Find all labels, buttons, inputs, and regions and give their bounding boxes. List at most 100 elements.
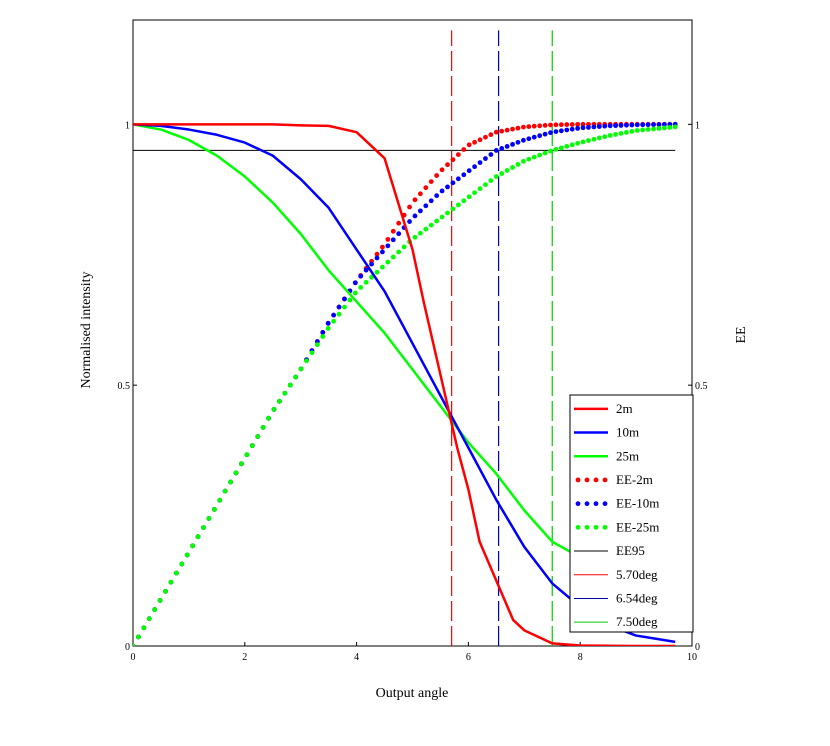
series-ee-25m-point xyxy=(244,452,250,458)
series-ee-25m-point xyxy=(228,479,234,485)
x-tick-label: 10 xyxy=(687,652,697,663)
legend-swatch-ee-10m xyxy=(584,501,590,507)
series-ee-10m-point xyxy=(564,127,570,133)
series-ee-25m-point xyxy=(320,334,326,339)
series-2m xyxy=(133,123,676,646)
legend-swatch-ee-2m xyxy=(584,477,590,483)
series-ee-25m-point xyxy=(146,616,152,622)
series-ee-25m-point xyxy=(483,182,488,188)
series-ee-25m-point xyxy=(656,126,662,131)
series-ee-25m-point xyxy=(141,625,147,631)
series-ee-2m-point xyxy=(580,121,586,127)
x-tick-label: 2 xyxy=(242,652,247,663)
series-ee-25m-point xyxy=(412,234,418,240)
series-ee-2m-point xyxy=(548,122,553,128)
series-ee-25m-point xyxy=(287,382,293,388)
series-ee-10m-point xyxy=(369,261,374,267)
series-ee-10m-point xyxy=(618,123,624,128)
series-ee-25m-point xyxy=(526,156,532,162)
series-ee-25m-point xyxy=(363,279,369,285)
series-ee-25m-point xyxy=(640,127,646,133)
series-ee-2m-point xyxy=(537,123,543,129)
series-ee-10m-point xyxy=(352,280,358,286)
series-ee-25m-point xyxy=(672,124,678,130)
series-25m xyxy=(133,123,581,559)
series-ee-10m-point xyxy=(407,219,412,224)
series-ee-2m-point xyxy=(461,147,467,152)
y-tick-label: 0.5 xyxy=(118,381,131,392)
series-ee-25m-point xyxy=(206,516,212,521)
series-ee-10m-point xyxy=(569,126,575,132)
legend-label-5-70deg: 5.70deg xyxy=(616,567,658,582)
series-ee-2m-point xyxy=(521,124,526,130)
y2-tick-label: 0.5 xyxy=(695,381,708,392)
series-ee-25m-point xyxy=(548,148,553,154)
series-ee-25m-point xyxy=(173,570,179,576)
series-ee-25m-point xyxy=(575,140,581,146)
series-ee-25m-point xyxy=(233,470,239,476)
series-ee-10m-point xyxy=(461,172,467,178)
series-ee-25m-point xyxy=(298,366,304,372)
series-ee-10m-point xyxy=(596,124,602,129)
series-ee-25m-point xyxy=(266,415,271,421)
series-ee-10m-point xyxy=(613,123,618,129)
series-ee-25m-point xyxy=(629,128,635,134)
series-ee-25m-point xyxy=(450,206,456,212)
series-ee-2m-point xyxy=(380,244,385,250)
series-ee-25m-point xyxy=(314,342,320,348)
series-ee-25m-point xyxy=(461,198,467,204)
legend-label-ee95: EE95 xyxy=(616,543,645,558)
y-tick-label: 0 xyxy=(125,642,130,653)
series-ee-25m-point xyxy=(591,136,597,142)
series-ee-10m-point xyxy=(417,208,423,214)
series-ee-10m-point xyxy=(537,133,543,139)
series-ee-10m-point xyxy=(331,312,337,318)
x-axis-label: Output angle xyxy=(376,686,449,701)
legend-label-10m: 10m xyxy=(616,425,639,440)
series-ee-10m-point xyxy=(336,304,342,310)
series-ee-25m-point xyxy=(504,168,510,173)
series-ee-25m-point xyxy=(499,171,505,176)
series-ee-2m-point xyxy=(455,152,461,157)
series-ee-10m-point xyxy=(385,243,391,249)
series-ee-25m-point xyxy=(195,534,201,540)
legend-swatch-ee-25m xyxy=(602,524,608,530)
series-ee-25m-point xyxy=(428,222,434,228)
series-ee-25m-point xyxy=(472,190,477,196)
x-tick-label: 8 xyxy=(578,652,583,663)
series-ee-25m-point xyxy=(255,434,261,439)
series-ee-10m-point xyxy=(656,122,662,127)
series-ee-10m-point xyxy=(526,136,532,142)
series-ee-10m-point xyxy=(602,123,608,129)
series-ee-25m-point xyxy=(569,142,575,148)
series-ee-25m-point xyxy=(634,128,640,133)
series-ee-2m-point xyxy=(515,125,521,131)
series-ee-10m-point xyxy=(434,193,440,199)
legend-swatch-ee-10m xyxy=(593,501,599,507)
series-ee-25m-point xyxy=(374,269,380,275)
series-ee-10m-point xyxy=(445,184,450,190)
series-ee-10m-point xyxy=(504,143,510,149)
series-ee-2m-point xyxy=(504,127,510,133)
series-ee-25m-point xyxy=(358,285,364,290)
series-ee-25m-point xyxy=(580,139,586,145)
series-ee-10m-point xyxy=(466,168,472,174)
series-ee-25m-point xyxy=(396,249,402,255)
series-ee-25m-point xyxy=(133,643,136,646)
series-ee-25m-point xyxy=(179,561,185,567)
series-ee-25m-point xyxy=(390,254,396,260)
series-ee-25m-point xyxy=(352,290,358,296)
y2-axis-label: EE xyxy=(734,326,749,343)
legend-label-2m: 2m xyxy=(616,401,633,416)
series-ee-25m-point xyxy=(602,134,608,140)
series-ee-10m-point xyxy=(645,122,651,128)
legend-swatch-ee-10m xyxy=(602,501,608,507)
series-ee-25m-point xyxy=(531,154,537,160)
series-ee-10m-point xyxy=(531,134,537,140)
series-ee-25m-point xyxy=(645,127,651,132)
series-ee-25m-point xyxy=(607,133,613,138)
series-ee-25m-point xyxy=(439,214,445,220)
series-ee-10m-point xyxy=(423,203,429,209)
series-ee-10m-point xyxy=(499,146,505,151)
series-layer xyxy=(133,30,678,646)
